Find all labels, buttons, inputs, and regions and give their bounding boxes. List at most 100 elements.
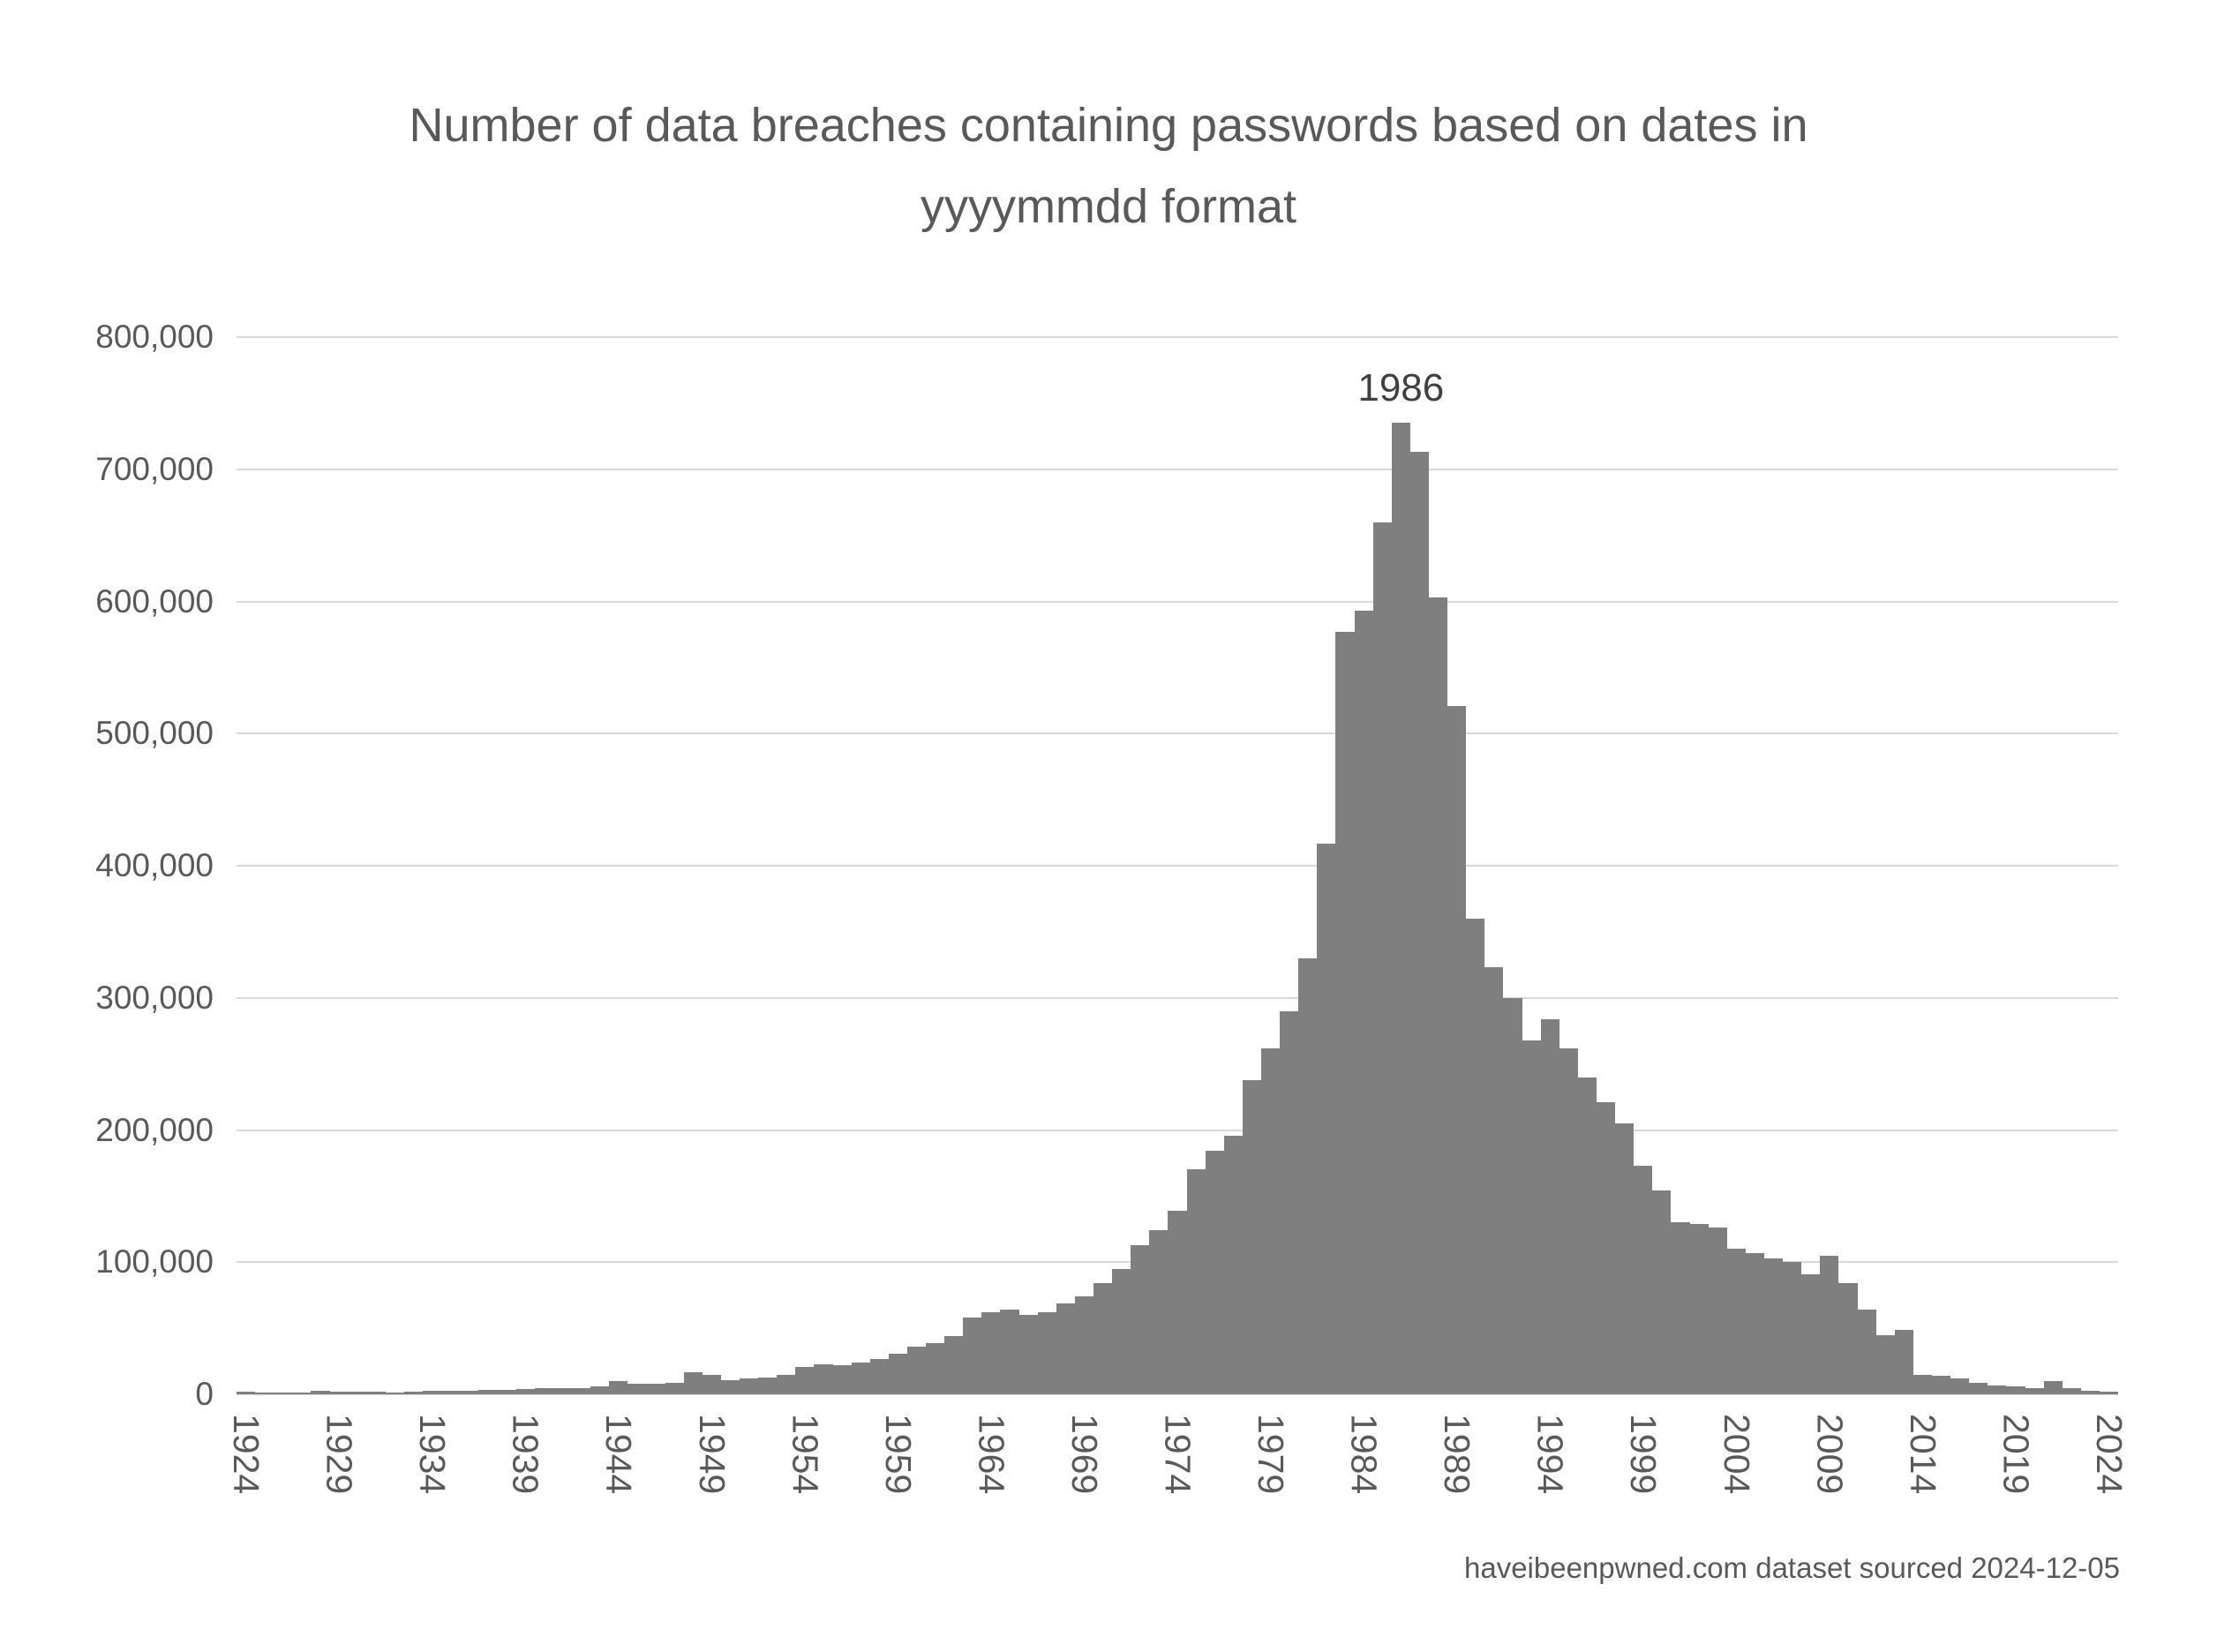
plot-area: 0 100,000 200,000 300,000 400,000 500,000 600,… — [95, 319, 2119, 1412]
y-axis-tick-label: 800,000 — [95, 319, 214, 355]
bar-1927 — [292, 1392, 312, 1394]
bar-1969 — [1074, 1296, 1094, 1394]
gridline — [237, 1129, 2118, 1131]
x-axis-tick-label: 1984 — [1343, 1414, 1385, 1495]
x-axis-tick-label: 1969 — [1063, 1414, 1105, 1495]
bar-1997 — [1596, 1102, 1616, 1394]
x-axis-tick-label: 2014 — [1902, 1414, 1943, 1495]
bar-1988 — [1429, 597, 1448, 1394]
bars — [237, 337, 2119, 1394]
bar-1998 — [1615, 1123, 1635, 1394]
y-axis-tick-label: 0 — [195, 1376, 214, 1412]
chart-title-line2: yyyymmdd format — [920, 180, 1297, 233]
bar-1944 — [609, 1381, 628, 1394]
bar-2009 — [1820, 1255, 1839, 1394]
bar-2016 — [1950, 1378, 1970, 1394]
x-axis-tick-label: 1924 — [226, 1414, 267, 1495]
bar-1959 — [888, 1353, 907, 1394]
bar-1958 — [869, 1358, 889, 1394]
bar-1990 — [1466, 918, 1485, 1394]
bar-1979 — [1261, 1048, 1281, 1394]
y-axis-tick-label: 100,000 — [95, 1243, 214, 1280]
bar-1978 — [1242, 1079, 1262, 1394]
bar-1949 — [702, 1374, 721, 1394]
y-axis-tick-label: 700,000 — [95, 450, 214, 487]
y-axis-tick-label: 400,000 — [95, 847, 214, 883]
x-axis-labels: 1924 1929 1934 1939 1944 1949 1954 1959 1964 1969… — [226, 1414, 2130, 1564]
y-axis-tick-label: 600,000 — [95, 582, 214, 620]
bar-1963 — [963, 1318, 982, 1394]
bar-1995 — [1559, 1048, 1578, 1394]
bar-1956 — [832, 1365, 852, 1394]
x-axis-tick-label: 1979 — [1251, 1414, 1292, 1495]
peak-annotation: 1986 — [1357, 366, 1445, 410]
bar-1954 — [795, 1366, 815, 1394]
x-axis-tick-label: 1964 — [971, 1414, 1012, 1495]
bar-1951 — [739, 1378, 759, 1394]
bar-1968 — [1056, 1303, 1075, 1394]
gridline — [237, 1393, 2118, 1395]
y-axis-tick-label: 500,000 — [95, 715, 214, 752]
bar-1981 — [1298, 957, 1318, 1394]
chart-title-line1: Number of data breaches containing passw… — [409, 99, 1808, 152]
bar-1971 — [1112, 1268, 1131, 1394]
bar-1941 — [552, 1388, 572, 1394]
bar-1933 — [403, 1392, 424, 1394]
bar-2012 — [1875, 1334, 1895, 1394]
x-axis-tick-label: 1934 — [412, 1414, 454, 1495]
gridline — [237, 732, 2118, 735]
bar-1972 — [1131, 1244, 1150, 1394]
source-note: haveibeenpwned.com dataset sourced 2024-… — [1463, 1551, 2120, 1584]
bar-1953 — [777, 1374, 796, 1394]
bar-1950 — [720, 1379, 740, 1394]
bar-1983 — [1335, 631, 1355, 1394]
bar-1934 — [423, 1391, 442, 1394]
bar-1982 — [1317, 843, 1336, 1394]
bar-1973 — [1149, 1230, 1169, 1394]
gridline — [237, 468, 2118, 470]
bar-2023 — [2080, 1390, 2100, 1394]
x-axis-tick-label: 1974 — [1157, 1414, 1199, 1495]
x-axis-tick-label: 1994 — [1529, 1414, 1571, 1495]
x-axis-tick-label: 1989 — [1437, 1414, 1478, 1495]
bar-1985 — [1372, 522, 1392, 1394]
x-axis-tick-label: 1954 — [785, 1414, 826, 1495]
bar-1961 — [926, 1342, 945, 1394]
bar-1928 — [311, 1391, 330, 1394]
x-axis-tick-label: 1944 — [598, 1414, 640, 1495]
bar-2000 — [1652, 1190, 1672, 1394]
bar-2004 — [1726, 1249, 1746, 1394]
x-axis-tick-label: 2019 — [1995, 1414, 2037, 1495]
bar-1984 — [1354, 610, 1373, 1394]
bar-2013 — [1894, 1329, 1913, 1394]
x-axis-tick-label: 1949 — [691, 1414, 733, 1495]
x-axis-tick-label: 2004 — [1716, 1414, 1757, 1495]
bar-1948 — [683, 1371, 703, 1394]
bar-1994 — [1540, 1018, 1559, 1394]
bar-2020 — [2025, 1387, 2044, 1394]
bar-2003 — [1708, 1228, 1727, 1394]
gridline — [237, 996, 2118, 999]
x-axis-tick-label: 1939 — [505, 1414, 546, 1495]
x-axis-tick-label: 1959 — [877, 1414, 919, 1495]
bar-1935 — [441, 1391, 461, 1394]
bar-1966 — [1018, 1315, 1038, 1394]
bar-1965 — [1000, 1310, 1019, 1394]
x-axis-tick-label: 1999 — [1623, 1414, 1665, 1495]
bar-2007 — [1783, 1262, 1802, 1394]
bar-1957 — [851, 1363, 870, 1394]
bar-2024 — [2099, 1392, 2119, 1394]
bar-1942 — [571, 1387, 591, 1394]
bar-1946 — [646, 1384, 665, 1394]
bar-1945 — [628, 1384, 647, 1394]
bar-1964 — [981, 1312, 1001, 1394]
bar-2017 — [1969, 1382, 1988, 1394]
bar-2019 — [2006, 1386, 2025, 1394]
bar-1937 — [478, 1389, 498, 1394]
bar-1924 — [237, 1392, 256, 1394]
bar-1980 — [1280, 1010, 1299, 1394]
bar-2010 — [1838, 1283, 1858, 1394]
bar-1999 — [1634, 1165, 1653, 1394]
bar-2022 — [2062, 1387, 2081, 1394]
x-axis-tick-label: 2024 — [2088, 1414, 2130, 1495]
